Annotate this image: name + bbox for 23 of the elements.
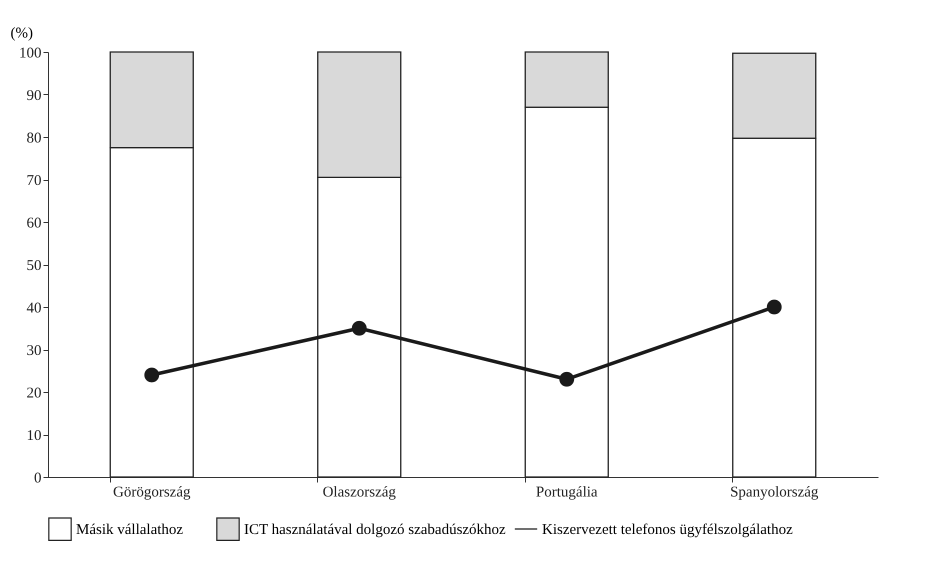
y-tick-label: 0 bbox=[34, 470, 42, 486]
legend-label: ICT használatával dolgozó szabadúszókhoz bbox=[244, 522, 506, 538]
y-tick-label: 100 bbox=[19, 46, 42, 62]
y-tick-label: 70 bbox=[26, 173, 42, 189]
y-tick-label: 10 bbox=[26, 428, 42, 444]
point bbox=[559, 372, 574, 387]
y-tick-label: 50 bbox=[26, 258, 42, 274]
point bbox=[766, 300, 782, 314]
y-axis-title: (%) bbox=[10, 26, 33, 42]
x-tick-label: Olaszország bbox=[322, 484, 396, 500]
legend-label: Kiszervezett telefonos ügyfélszolgálathoz bbox=[542, 522, 794, 538]
point bbox=[144, 368, 160, 382]
y-tick-label: 20 bbox=[26, 386, 42, 402]
legend-label: Másik vállalathoz bbox=[76, 522, 184, 538]
x-tick-label: Spanyolország bbox=[730, 484, 819, 500]
y-tick-label: 30 bbox=[26, 343, 42, 359]
y-tick-label: 80 bbox=[26, 130, 42, 146]
y-tick-label: 60 bbox=[26, 216, 42, 232]
y-tick-label: 40 bbox=[26, 300, 42, 316]
x-tick-label: Görögország bbox=[113, 484, 191, 500]
x-tick-label: Portugália bbox=[536, 484, 598, 500]
y-tick-label: 90 bbox=[26, 88, 42, 104]
point bbox=[352, 320, 367, 336]
